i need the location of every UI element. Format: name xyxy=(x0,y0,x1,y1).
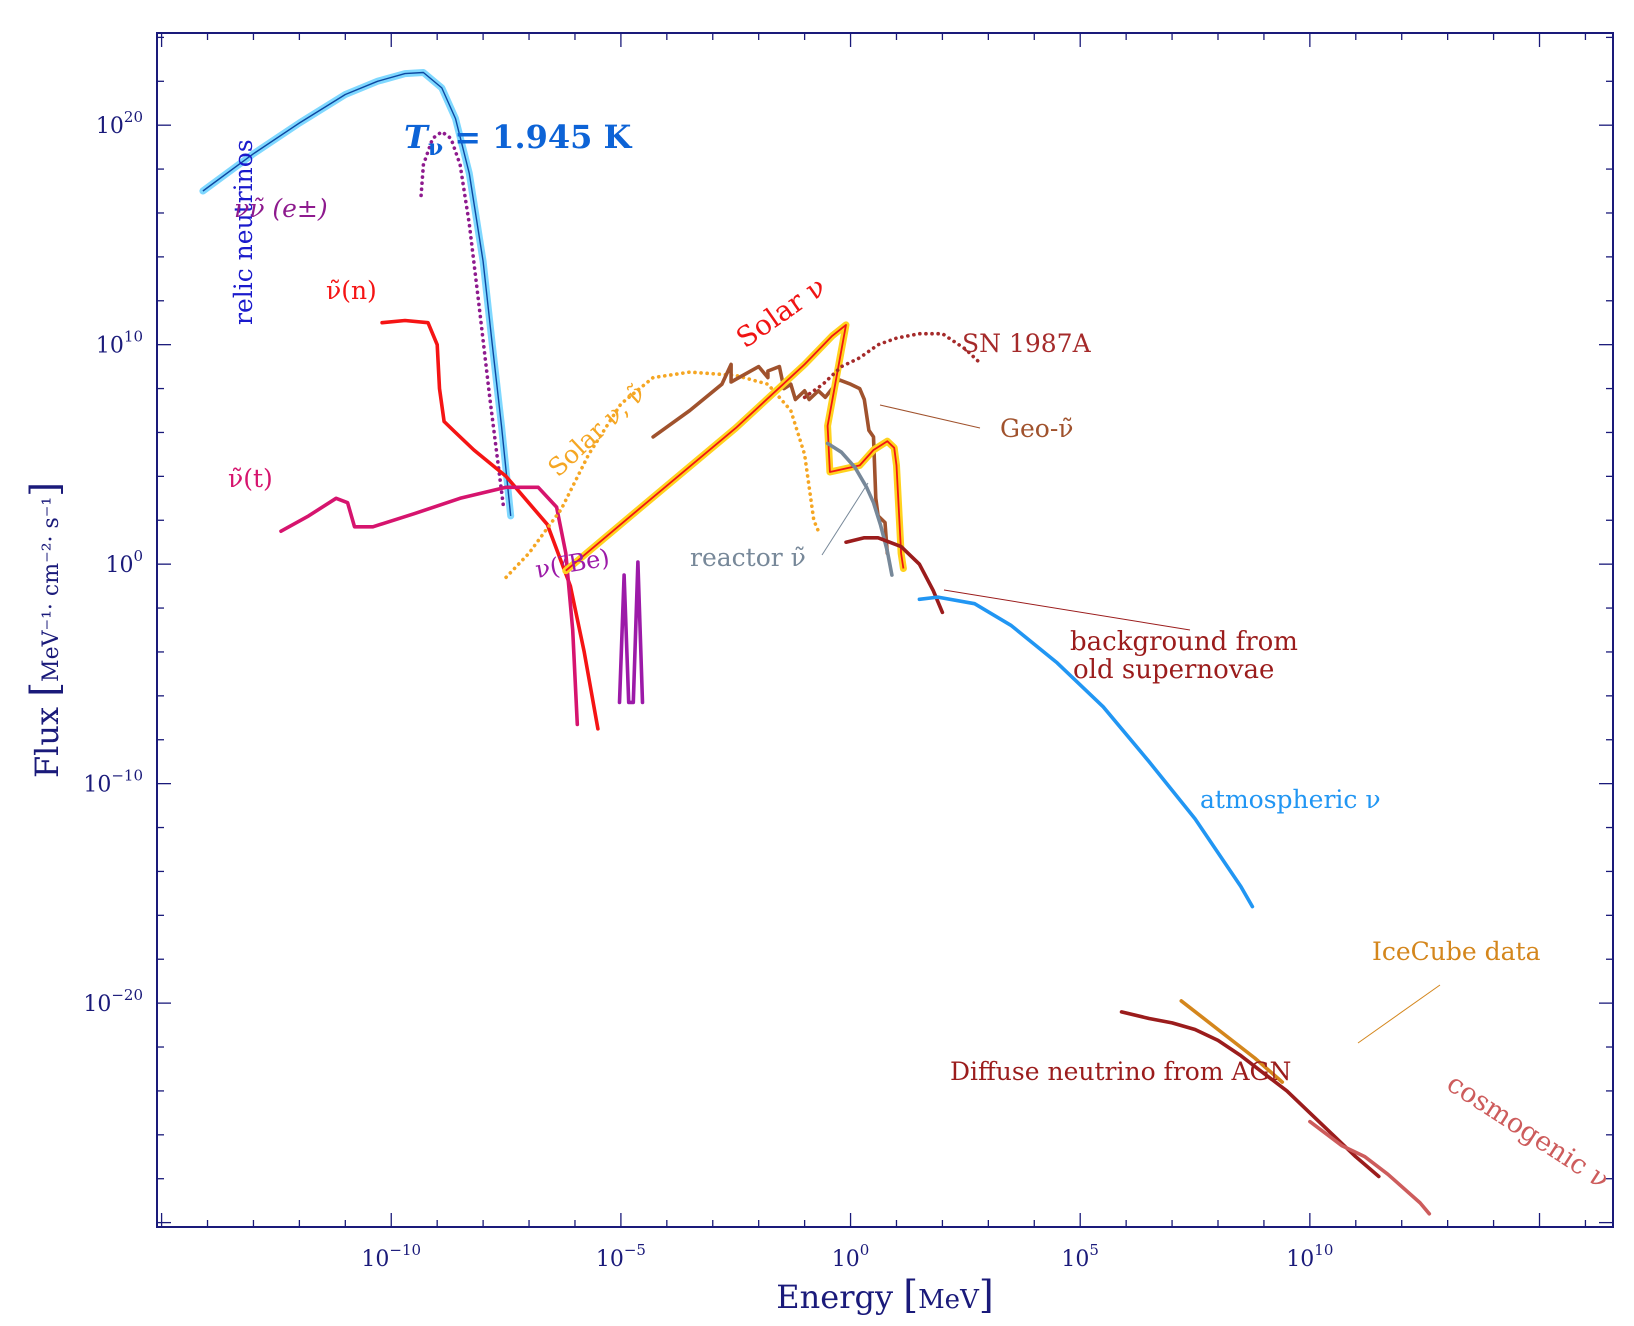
annotation-sn-1987a: SN 1987A xyxy=(962,329,1092,358)
y-axis-title: Flux [MeV⁻¹· cm⁻²· s⁻¹] xyxy=(23,482,67,778)
annotation-relic-neutrinos: relic neutrinos xyxy=(229,139,258,325)
axis-ticks xyxy=(157,33,1613,1227)
series-cosmogenic xyxy=(1308,1119,1432,1216)
x-tick-label: 105 xyxy=(1061,1241,1099,1272)
series-t xyxy=(279,485,580,727)
series-group xyxy=(199,69,1432,1216)
plot-frame xyxy=(156,32,1614,1228)
annotation-icecube-data: IceCube data xyxy=(1372,937,1541,966)
series-reactor xyxy=(825,441,894,577)
annotation-atmospheric: atmospheric ν xyxy=(1200,785,1381,814)
series-geo xyxy=(651,362,890,555)
series-diffuse-neutrino-from-agn xyxy=(1119,1010,1381,1179)
annotation-reactor: reactor ν̃ xyxy=(690,543,806,572)
series-atmospheric xyxy=(917,595,1255,909)
leader-icecube xyxy=(1357,984,1441,1044)
annotation-old-supernovae: old supernovae xyxy=(1073,655,1274,685)
series-icecube-data xyxy=(1179,999,1285,1084)
x-tick-label: 1010 xyxy=(1286,1241,1333,1272)
annotation-cosmogenic: cosmogenic ν xyxy=(1441,1068,1614,1196)
annotation-diffuse-neutrino-from-agn: Diffuse neutrino from AGN xyxy=(950,1057,1291,1086)
series-solar xyxy=(565,324,905,572)
series-background-from-old-supernovae xyxy=(844,536,945,615)
annotation-geo: Geo-ν̃ xyxy=(1000,414,1073,443)
y-tick-label: 1020 xyxy=(96,108,143,139)
series-be xyxy=(617,560,645,705)
annotation-background-from: background from xyxy=(1070,627,1298,657)
series-relic-neutrinos xyxy=(202,71,512,516)
x-tick-label: 10−10 xyxy=(361,1241,421,1272)
x-tick-label: 10−5 xyxy=(596,1241,646,1272)
x-axis-title: Energy [MeV] xyxy=(776,1273,993,1317)
tick-labels: 10−10 10−5 100 105 1010 1020 1010 100 10−10 10−20 xyxy=(83,108,1333,1272)
annotation-n: ν̃(n) xyxy=(326,276,377,305)
y-tick-label: 10−10 xyxy=(83,767,143,798)
annotation-e: νν̃ (e±) xyxy=(234,194,328,223)
y-tick-label: 100 xyxy=(105,547,143,578)
annotation-solar: Solar ν xyxy=(730,270,832,355)
series-n xyxy=(380,318,600,731)
series-solar xyxy=(504,370,821,580)
leader-reactor xyxy=(821,482,869,556)
series-sn-1987a xyxy=(802,331,981,400)
leader-geo xyxy=(879,404,981,429)
annotation-t: ν̃(t) xyxy=(228,464,273,493)
y-tick-label: 10−20 xyxy=(83,986,143,1017)
x-tick-label: 100 xyxy=(832,1241,870,1272)
leader-supernova xyxy=(943,589,1191,631)
leader-lines xyxy=(821,404,1441,1044)
annotation-solar: Solar ν, ν̃ xyxy=(542,378,650,482)
annotation-be: ν(⁷Be) xyxy=(533,543,612,584)
annotation-t-1-945-k: Tν = 1.945 K xyxy=(404,118,633,161)
y-tick-label: 1010 xyxy=(96,328,143,359)
